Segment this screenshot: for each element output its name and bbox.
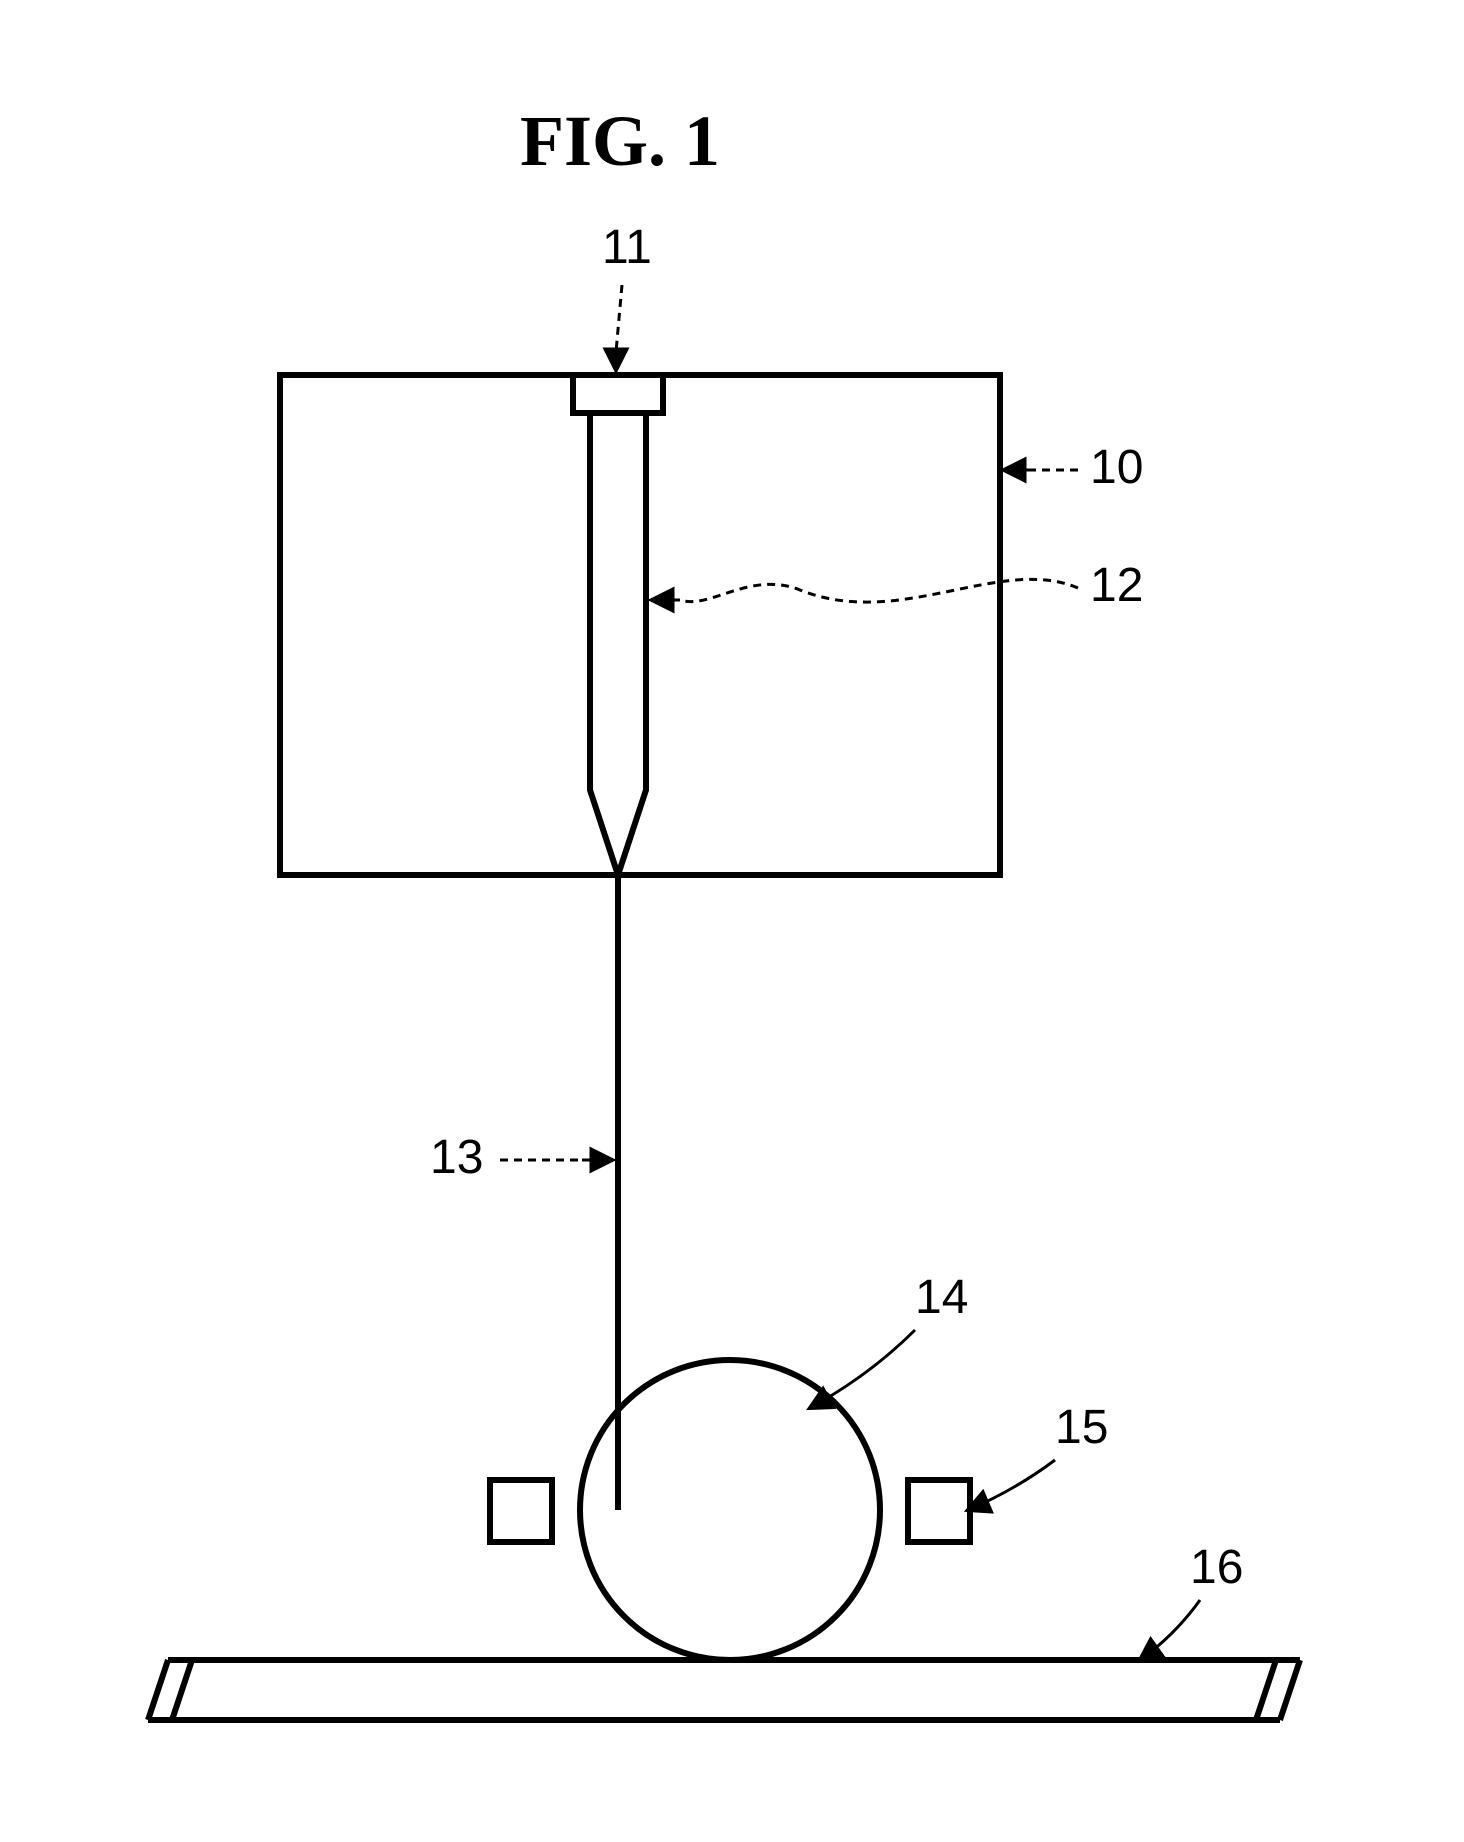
slab-16 <box>148 1660 1300 1720</box>
figure-page: FIG. 1 <box>0 0 1464 1842</box>
figure-svg <box>0 0 1464 1842</box>
label-15: 15 <box>1055 1400 1108 1455</box>
label-11: 11 <box>602 220 652 275</box>
leader-11-line <box>616 285 622 352</box>
label-12: 12 <box>1090 558 1143 613</box>
label-13: 13 <box>430 1130 483 1185</box>
cap-11 <box>573 375 663 413</box>
block-right-15 <box>908 1480 970 1542</box>
leader-16 <box>1140 1600 1200 1660</box>
leader-15 <box>968 1460 1055 1510</box>
nozzle-12 <box>590 413 646 875</box>
block-left <box>490 1480 552 1542</box>
label-16: 16 <box>1190 1540 1243 1595</box>
label-14: 14 <box>915 1270 968 1325</box>
leader-12-line <box>680 579 1078 602</box>
circle-14 <box>580 1360 880 1660</box>
label-10: 10 <box>1090 440 1143 495</box>
